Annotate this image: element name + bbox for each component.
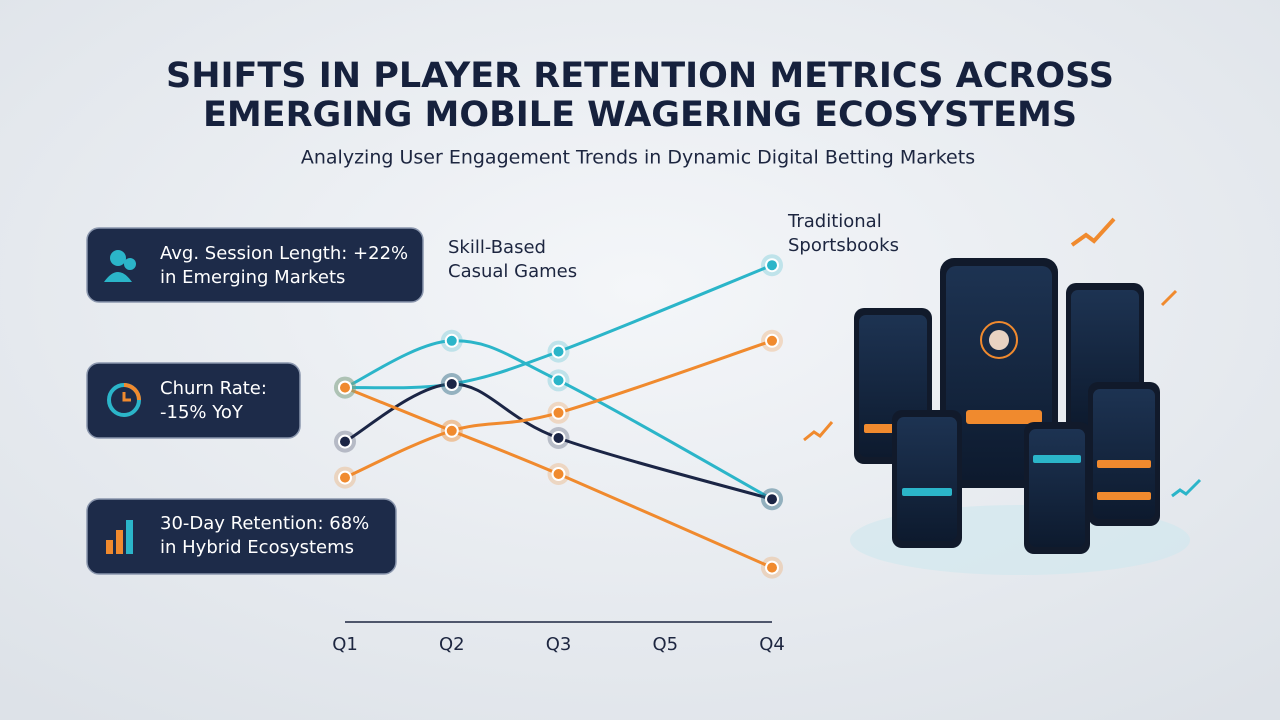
- x-tick-label: Q3: [546, 634, 572, 655]
- x-tick-label: Q1: [332, 634, 358, 655]
- data-point: [551, 467, 566, 481]
- x-tick-label: Q2: [439, 634, 465, 655]
- data-point: [338, 380, 352, 395]
- card-text: in Emerging Markets: [160, 267, 345, 288]
- data-point: [765, 333, 779, 348]
- data-point: [765, 258, 779, 273]
- card-text: -15% YoY: [160, 402, 244, 423]
- title-line: EMERGING MOBILE WAGERING ECOSYSTEMS: [203, 95, 1077, 135]
- subtitle: Analyzing User Engagement Trends in Dyna…: [301, 147, 975, 169]
- data-point: [765, 492, 779, 507]
- data-point: [338, 470, 352, 485]
- data-point: [444, 333, 459, 348]
- data-point: [551, 405, 566, 420]
- card-text: in Hybrid Ecosystems: [160, 537, 354, 558]
- data-point: [765, 560, 779, 575]
- stat-card: 30-Day Retention: 68% in Hybrid Ecosyste…: [86, 498, 397, 575]
- series-line: [344, 263, 773, 390]
- data-point: [444, 377, 459, 391]
- title-line: SHIFTS IN PLAYER RETENTION METRICS ACROS…: [166, 56, 1114, 96]
- data-point: [551, 373, 566, 388]
- annotation: Sportsbooks: [788, 235, 899, 256]
- card-text: Avg. Session Length: +22%: [160, 243, 408, 264]
- series-line: [344, 382, 773, 501]
- data-point: [551, 344, 566, 359]
- x-tick-label: Q4: [759, 634, 785, 655]
- stat-card: Avg. Session Length: +22% in Emerging Ma…: [86, 227, 424, 303]
- annotation: Skill-Based: [448, 237, 546, 258]
- annotation: Traditional: [787, 211, 882, 232]
- series-line: [344, 339, 773, 501]
- data-point: [444, 423, 459, 438]
- data-point: [551, 431, 566, 445]
- phones-illustration: [803, 217, 1202, 575]
- series-line: [344, 386, 773, 569]
- card-text: Churn Rate:: [160, 378, 267, 399]
- card-text: 30-Day Retention: 68%: [160, 513, 369, 534]
- annotation: Casual Games: [448, 261, 577, 282]
- data-point: [338, 434, 352, 449]
- series-line: [344, 339, 773, 479]
- x-tick-label: Q5: [652, 634, 678, 655]
- stat-card: Churn Rate: -15% YoY: [86, 362, 301, 439]
